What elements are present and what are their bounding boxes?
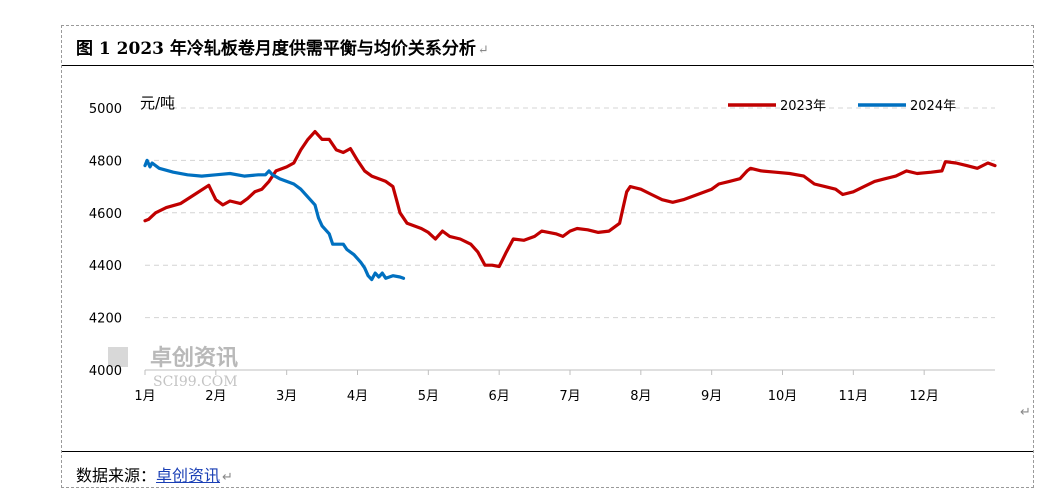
source-name: 卓创资讯 (156, 466, 221, 485)
legend: 2023年 2024年 (728, 99, 956, 114)
y-tick-label: 4800 (89, 154, 122, 169)
figure-title: 图 1 2023 年冷轧板卷月度供需平衡与均价关系分析 ↵ (76, 34, 489, 59)
x-tick-label: 10月 (768, 389, 798, 404)
x-tick-label: 9月 (701, 389, 722, 404)
watermark-text: 卓创资讯 (150, 346, 238, 371)
return-mark-icon: ↵ (477, 43, 489, 58)
watermark-subtext: SCI99.COM (153, 374, 238, 390)
figure-title-text: 图 1 2023 年冷轧板卷月度供需平衡与均价关系分析 (76, 39, 476, 59)
x-tick-label: 1月 (134, 389, 155, 404)
y-tick-label: 5000 (89, 102, 122, 117)
y-tick-label: 4400 (89, 259, 122, 274)
source-label: 数据来源： (76, 466, 157, 485)
return-mark-icon: ↵ (1020, 405, 1031, 420)
source-line: 数据来源：卓创资讯 ↵ (76, 462, 233, 486)
x-tick-label: 6月 (489, 389, 510, 404)
x-tick-label: 7月 (559, 389, 580, 404)
y-tick-label: 4200 (89, 312, 122, 327)
y-tick-label: 4600 (89, 207, 122, 222)
series-line-1 (143, 158, 406, 282)
source-row: 数据来源：卓创资讯 ↵ (62, 451, 1033, 489)
return-mark-icon: ↵ (222, 470, 233, 485)
series-lines (143, 130, 997, 282)
x-tick-label: 5月 (418, 389, 439, 404)
y-tick-label: 4000 (89, 364, 122, 379)
legend-label-0: 2023年 (780, 99, 826, 114)
x-tick-label: 4月 (347, 389, 368, 404)
x-tick-label: 3月 (276, 389, 297, 404)
x-tick-label: 11月 (839, 389, 869, 404)
x-tick-label: 8月 (630, 389, 651, 404)
x-tick-label: 12月 (909, 389, 939, 404)
y-axis-unit-label: 元/吨 (140, 94, 175, 112)
figure-frame: 图 1 2023 年冷轧板卷月度供需平衡与均价关系分析 ↵ 数据来源：卓创资讯 ↵ (61, 25, 1034, 488)
gridlines (145, 107, 995, 319)
watermark-logo-icon (108, 347, 128, 367)
y-axis-ticks: 4000 4200 4400 4600 4800 5000 (89, 102, 122, 379)
legend-label-1: 2024年 (910, 99, 956, 114)
figure-title-row: 图 1 2023 年冷轧板卷月度供需平衡与均价关系分析 ↵ (62, 26, 1033, 66)
x-axis: 1月 2月 3月 4月 5月 6月 7月 8月 9月 10月 11月 12月 (134, 369, 995, 404)
watermark: 卓创资讯 SCI99.COM (108, 346, 238, 390)
series-line-0 (143, 130, 997, 269)
x-tick-label: 2月 (205, 389, 226, 404)
